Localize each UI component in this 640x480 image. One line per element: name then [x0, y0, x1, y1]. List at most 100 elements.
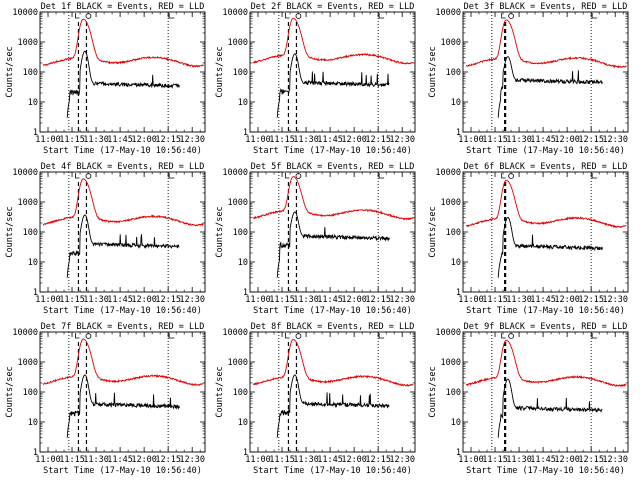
y-tick-label: 10000	[12, 168, 38, 178]
x-tick-label: 12:15	[365, 455, 391, 465]
detector-panel-4: Det 4f BLACK = Events, RED = LLD Counts/s…	[5, 162, 206, 316]
x-tick-label: 11:15	[59, 295, 85, 305]
x-tick-label: 12:00	[554, 455, 580, 465]
y-tick-label: 1000	[228, 358, 248, 368]
x-tick-label: 12:15	[578, 135, 604, 145]
x-tick-label: 12:30	[179, 455, 205, 465]
plot-frame	[462, 331, 629, 453]
state-marker-left	[285, 173, 290, 179]
y-tick-label: 1	[456, 448, 461, 458]
detector-panel-1: Det 1f BLACK = Events, RED = LLD Counts/s…	[5, 2, 206, 156]
x-tick-label: 11:15	[269, 295, 295, 305]
x-tick-label: 11:00	[458, 455, 484, 465]
plot-frame	[39, 331, 206, 453]
state-marker-left	[285, 13, 290, 19]
y-tick-label: 1000	[441, 358, 461, 368]
x-tick-label: 11:45	[107, 295, 133, 305]
plot-frame	[39, 11, 206, 133]
y-tick-label: 10000	[222, 328, 248, 338]
x-tick-label: 11:30	[293, 455, 319, 465]
y-axis-label: Counts/sec	[215, 366, 225, 417]
x-tick-label: 12:15	[155, 455, 181, 465]
x-tick-label: 12:30	[602, 455, 628, 465]
x-tick-label: 12:30	[179, 135, 205, 145]
x-tick-label: 11:00	[35, 135, 61, 145]
y-tick-label: 10	[28, 98, 38, 108]
events-series-line	[66, 214, 180, 278]
detector-panel-2: Det 2f BLACK = Events, RED = LLD Counts/s…	[215, 2, 416, 156]
y-axis-label: Counts/sec	[5, 366, 15, 417]
x-tick-label: 11:45	[530, 295, 556, 305]
x-tick-label: 12:30	[389, 295, 415, 305]
y-tick-label: 100	[446, 228, 461, 238]
y-tick-label: 10000	[435, 328, 461, 338]
y-tick-label: 1000	[441, 38, 461, 48]
x-tick-label: 11:15	[482, 295, 508, 305]
y-tick-label: 100	[446, 388, 461, 398]
lld-series-line	[252, 339, 414, 387]
y-tick-label: 1	[243, 288, 248, 298]
state-marker-right	[168, 333, 175, 339]
y-tick-label: 100	[23, 68, 38, 78]
x-tick-label: 12:00	[131, 295, 157, 305]
x-tick-label: 11:15	[269, 135, 295, 145]
y-axis-label: Counts/sec	[5, 46, 15, 97]
y-tick-label: 1	[243, 128, 248, 138]
state-marker-left	[75, 13, 80, 19]
y-axis-label: Counts/sec	[5, 206, 15, 257]
x-tick-label: 12:00	[341, 455, 367, 465]
plot-frame	[39, 171, 206, 293]
plot-frame	[249, 11, 416, 133]
state-marker-right	[168, 13, 175, 19]
state-marker-right	[168, 173, 175, 179]
state-marker-right	[378, 173, 385, 179]
x-axis-label: Start Time (17-May-10 10:56:40)	[466, 306, 625, 316]
x-axis-label: Start Time (17-May-10 10:56:40)	[466, 146, 625, 156]
x-tick-label: 11:45	[317, 455, 343, 465]
y-tick-label: 100	[233, 228, 248, 238]
state-marker-right	[591, 13, 598, 19]
y-tick-label: 1000	[441, 198, 461, 208]
events-series-line	[276, 211, 390, 278]
x-tick-label: 12:30	[602, 135, 628, 145]
x-tick-label: 12:00	[131, 135, 157, 145]
x-tick-label: 11:00	[245, 295, 271, 305]
lld-series-line	[466, 179, 627, 229]
x-tick-label: 11:30	[293, 295, 319, 305]
lld-series-line	[252, 176, 414, 221]
detector-panel-3: Det 3f BLACK = Events, RED = LLD Counts/s…	[428, 2, 629, 156]
state-marker-circle	[85, 173, 92, 179]
x-tick-label: 11:00	[458, 295, 484, 305]
y-tick-label: 10000	[435, 168, 461, 178]
y-tick-label: 100	[446, 68, 461, 78]
x-tick-label: 12:15	[155, 295, 181, 305]
x-tick-label: 11:30	[506, 135, 532, 145]
plot-frame	[249, 171, 416, 293]
y-tick-label: 10	[238, 98, 248, 108]
y-tick-label: 100	[233, 68, 248, 78]
x-tick-label: 12:30	[602, 295, 628, 305]
y-tick-label: 1	[456, 128, 461, 138]
x-tick-label: 11:15	[482, 135, 508, 145]
state-marker-left	[501, 333, 506, 339]
x-tick-label: 11:45	[317, 295, 343, 305]
state-marker-right	[378, 333, 385, 339]
state-marker-circle	[295, 333, 302, 339]
x-tick-label: 12:30	[389, 455, 415, 465]
panel-title: Det 1f BLACK = Events, RED = LLD	[41, 2, 205, 12]
lld-series-line	[42, 178, 204, 227]
x-tick-label: 11:15	[59, 455, 85, 465]
x-tick-label: 11:30	[83, 455, 109, 465]
y-tick-label: 10000	[222, 168, 248, 178]
y-tick-label: 1	[456, 288, 461, 298]
state-marker-circle	[85, 333, 92, 339]
x-tick-label: 12:00	[341, 295, 367, 305]
panel-title: Det 9f BLACK = Events, RED = LLD	[464, 322, 628, 332]
panel-title: Det 6f BLACK = Events, RED = LLD	[464, 162, 628, 172]
y-tick-label: 10000	[435, 8, 461, 18]
x-tick-label: 12:15	[578, 455, 604, 465]
events-series-line	[66, 374, 180, 438]
x-tick-label: 11:30	[506, 455, 532, 465]
state-marker-circle	[85, 13, 92, 19]
